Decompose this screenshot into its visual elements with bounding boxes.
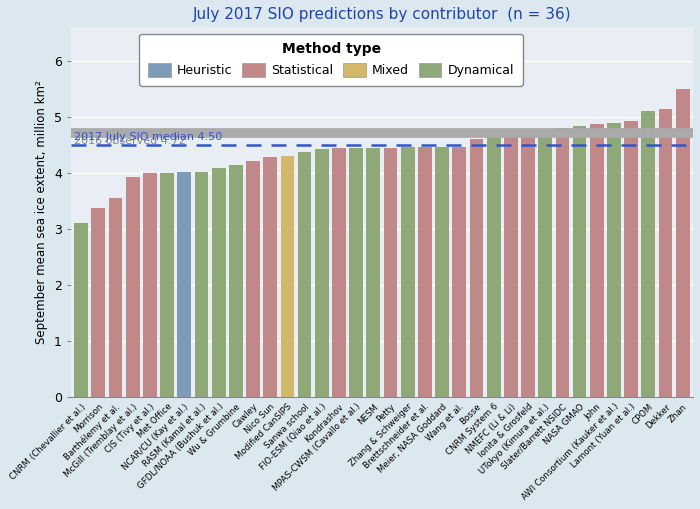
Title: July 2017 SIO predictions by contributor  (n = 36): July 2017 SIO predictions by contributor…: [193, 7, 571, 22]
Bar: [384, 148, 398, 397]
Bar: [160, 173, 174, 397]
Y-axis label: September mean sea ice extent, million km²: September mean sea ice extent, million k…: [35, 80, 48, 344]
Bar: [126, 177, 139, 397]
Bar: [418, 147, 432, 397]
Bar: [298, 152, 312, 397]
Bar: [659, 108, 673, 397]
Bar: [504, 133, 518, 397]
Text: 2017 July SIO median 4.50: 2017 July SIO median 4.50: [74, 132, 222, 142]
Bar: [522, 131, 535, 397]
Bar: [538, 130, 552, 397]
Bar: [367, 148, 380, 397]
Bar: [229, 164, 243, 397]
Bar: [435, 147, 449, 397]
Bar: [212, 168, 225, 397]
Bar: [676, 89, 690, 397]
Bar: [641, 111, 655, 397]
Bar: [246, 161, 260, 397]
Bar: [195, 172, 209, 397]
Bar: [349, 148, 363, 397]
Bar: [92, 208, 105, 397]
Bar: [401, 147, 414, 397]
Bar: [470, 139, 484, 397]
Bar: [332, 148, 346, 397]
Bar: [143, 173, 157, 397]
Bar: [263, 157, 277, 397]
Bar: [556, 128, 569, 397]
Bar: [624, 122, 638, 397]
Bar: [486, 135, 500, 397]
Bar: [315, 150, 329, 397]
Legend: Heuristic, Statistical, Mixed, Dynamical: Heuristic, Statistical, Mixed, Dynamical: [139, 34, 523, 86]
Bar: [573, 126, 587, 397]
Bar: [74, 223, 88, 397]
Bar: [177, 172, 191, 397]
Bar: [607, 123, 621, 397]
Text: 2016 observed 4.72: 2016 observed 4.72: [74, 136, 186, 146]
Bar: [590, 124, 603, 397]
Bar: [108, 198, 122, 397]
Bar: [281, 156, 294, 397]
Bar: [452, 147, 466, 397]
